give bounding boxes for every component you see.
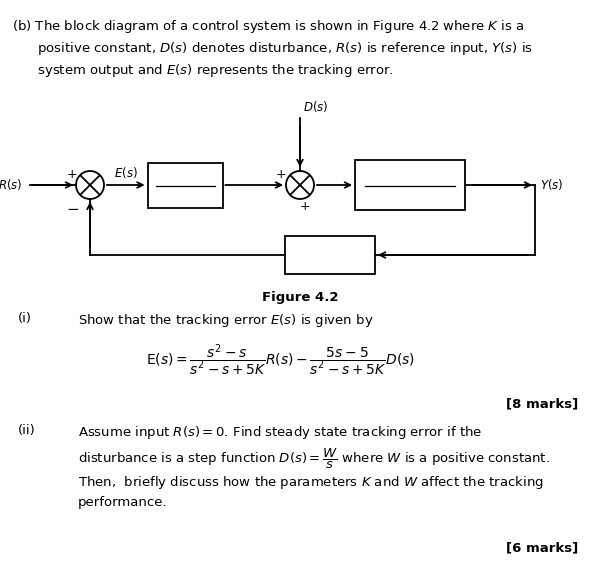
Text: +: +: [276, 169, 287, 182]
Text: $E(s)$: $E(s)$: [114, 165, 138, 181]
Text: $\mathrm{E}(s) = \dfrac{s^2 - s}{s^2 - s + 5K}R(s) - \dfrac{5s - 5}{s^2 - s + 5K: $\mathrm{E}(s) = \dfrac{s^2 - s}{s^2 - s…: [146, 343, 414, 378]
Text: system output and $E(s)$ represents the tracking error.: system output and $E(s)$ represents the …: [12, 62, 393, 79]
Text: $5$: $5$: [405, 171, 415, 187]
Text: $s + 1$: $s + 1$: [315, 249, 345, 261]
Bar: [355, 160, 465, 210]
Text: performance.: performance.: [78, 496, 168, 509]
Text: (ii): (ii): [18, 424, 36, 437]
Text: $s - 1$: $s - 1$: [170, 193, 201, 206]
Text: $D(s)$: $D(s)$: [303, 99, 328, 114]
Text: +: +: [300, 201, 310, 214]
Text: [8 marks]: [8 marks]: [506, 398, 578, 411]
Text: Figure 4.2: Figure 4.2: [261, 291, 338, 304]
Text: $s(s + 1)$: $s(s + 1)$: [386, 193, 433, 207]
Text: Then,  briefly discuss how the parameters $K$ and $W$ affect the tracking: Then, briefly discuss how the parameters…: [78, 474, 544, 491]
Text: disturbance is a step function $D(s) = \dfrac{W}{s}$ where $W$ is a positive con: disturbance is a step function $D(s) = \…: [78, 447, 550, 471]
Text: Show that the tracking error $E(s)$ is given by: Show that the tracking error $E(s)$ is g…: [78, 312, 374, 329]
Text: positive constant, $D(s)$ denotes disturbance, $R(s)$ is reference input, $Y(s)$: positive constant, $D(s)$ denotes distur…: [12, 40, 533, 57]
Text: $K$: $K$: [179, 172, 191, 188]
Text: $R(s)$: $R(s)$: [0, 177, 22, 193]
Text: +: +: [67, 169, 78, 182]
Text: Assume input $R(s) = 0$. Find steady state tracking error if the: Assume input $R(s) = 0$. Find steady sta…: [78, 424, 482, 441]
Text: $Y(s)$: $Y(s)$: [540, 177, 564, 193]
Text: $-$: $-$: [66, 199, 79, 215]
Text: [6 marks]: [6 marks]: [506, 541, 578, 554]
Text: (i): (i): [18, 312, 32, 325]
Bar: [147, 162, 223, 207]
Bar: [285, 236, 375, 274]
Text: (b) The block diagram of a control system is shown in Figure 4.2 where $K$ is a: (b) The block diagram of a control syste…: [12, 18, 525, 35]
